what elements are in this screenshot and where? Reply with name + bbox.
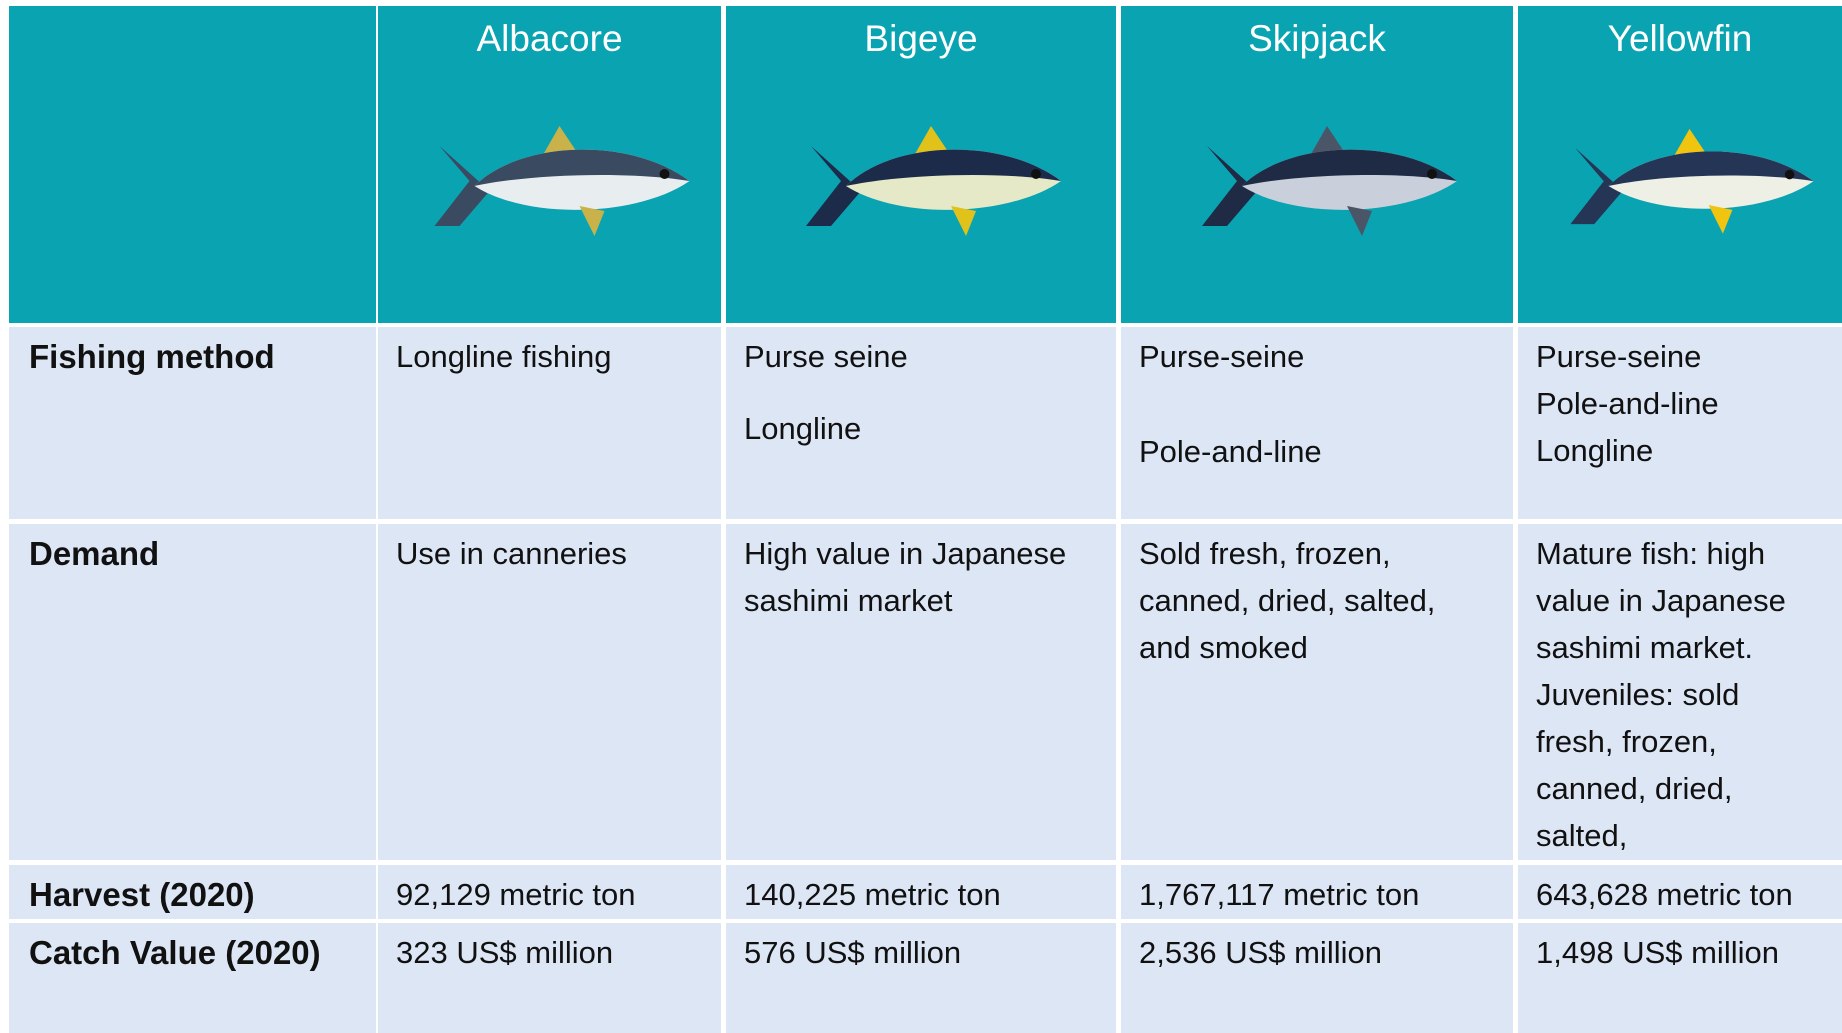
cell-line: Longline [744,405,1098,452]
table-cell: 323 US$ million [378,923,721,1033]
fish-illustration [1518,86,1842,286]
table-cell: 643,628 metric ton [1518,865,1842,919]
table-cell: 576 US$ million [726,923,1116,1033]
column-header: Yellowfin [1518,6,1842,323]
table-cell: Purse-seine Pole-and-line [1121,327,1513,519]
table-cell: Sold fresh, frozen, canned, dried, salte… [1121,524,1513,860]
table-cell: 1,767,117 metric ton [1121,865,1513,919]
table-cell: 2,536 US$ million [1121,923,1513,1033]
table-cell: Purse seine Longline [726,327,1116,519]
table-cell: 1,498 US$ million [1518,923,1842,1033]
fish-illustration [378,86,721,286]
row-label: Fishing method [9,327,376,519]
species-name: Bigeye [726,18,1116,60]
table-cell: Longline fishing [378,327,721,519]
species-name: Yellowfin [1518,18,1842,60]
cell-line: Pole-and-line [1139,428,1495,475]
cell-line: Purse seine [744,333,1098,380]
row-label: Demand [9,524,376,860]
table-cell: 92,129 metric ton [378,865,721,919]
column-header: Skipjack [1121,6,1513,323]
cell-line: Purse-seine [1139,333,1495,380]
column-header: Bigeye [726,6,1116,323]
cell-line: Pole-and-line [1536,380,1824,427]
species-name: Skipjack [1121,18,1513,60]
page: Albacore Bigeye Skipjack Yellowfin [0,0,1842,1033]
table-cell: Mature fish: high value in Japanese sash… [1518,524,1842,860]
column-header: Albacore [378,6,721,323]
cell-line: Purse-seine [1536,333,1824,380]
table-cell: Use in canneries [378,524,721,860]
table-cell: High value in Japanese sashimi market [726,524,1116,860]
fish-illustration [726,86,1116,286]
species-name: Albacore [378,18,721,60]
row-label: Harvest (2020) [9,865,376,919]
corner-cell [9,6,376,323]
fish-illustration [1121,86,1513,286]
table-cell: 140,225 metric ton [726,865,1116,919]
row-label: Catch Value (2020) [9,923,376,1033]
cell-line: Longline fishing [396,333,703,380]
cell-line: Longline [1536,427,1824,474]
